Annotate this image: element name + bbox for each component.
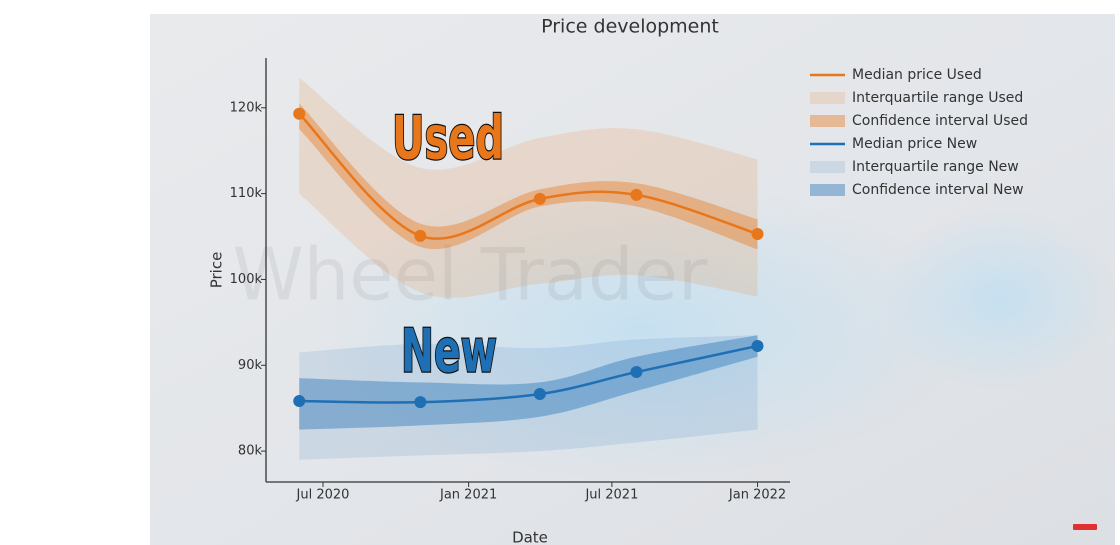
y-tick-label: 110k: [230, 186, 263, 201]
band: [299, 335, 758, 460]
y-tick-label: 100k: [230, 272, 263, 287]
x-axis-label: Date: [512, 529, 548, 545]
legend-label: Interquartile range New: [852, 159, 1019, 175]
legend-label: Confidence interval Used: [852, 113, 1028, 129]
x-tick-label: Jul 2021: [584, 488, 638, 503]
y-tick-label: 80k: [238, 444, 263, 459]
plot-area: [293, 77, 764, 460]
background-blob: [880, 210, 1120, 390]
data-point: [414, 396, 427, 409]
band: [299, 335, 758, 430]
median-line: [298, 112, 758, 240]
data-point: [414, 229, 427, 242]
x-tick-label: Jan 2021: [439, 488, 497, 503]
video-logo: [1073, 524, 1097, 530]
legend-label: Interquartile range Used: [852, 90, 1023, 106]
y-axis-label: Price: [208, 252, 226, 289]
data-point: [533, 192, 546, 205]
legend-label: Median price New: [852, 136, 977, 152]
legend-swatch: [810, 161, 845, 173]
data-point: [751, 339, 764, 352]
data-point: [630, 366, 643, 379]
data-point: [751, 227, 764, 240]
legend-label: Median price Used: [852, 67, 982, 83]
annotation: Used: [392, 104, 504, 174]
y-tick-label: 120k: [230, 100, 263, 115]
legend-swatch: [810, 115, 845, 127]
legend-swatch: [810, 92, 845, 104]
band: [299, 77, 758, 298]
data-point: [533, 388, 546, 401]
background-blob: [310, 180, 970, 480]
legend-swatch: [810, 184, 845, 196]
chart-title: Price development: [541, 16, 719, 38]
watermark: Wheel Trader: [232, 233, 707, 317]
x-tick-label: Jan 2022: [728, 488, 786, 503]
data-point: [293, 395, 306, 408]
annotation: New: [401, 317, 497, 387]
legend-label: Confidence interval New: [852, 182, 1024, 198]
data-point: [630, 188, 643, 201]
y-tick-label: 90k: [238, 358, 263, 373]
x-tick-label: Jul 2020: [296, 488, 350, 503]
data-point: [293, 107, 306, 120]
